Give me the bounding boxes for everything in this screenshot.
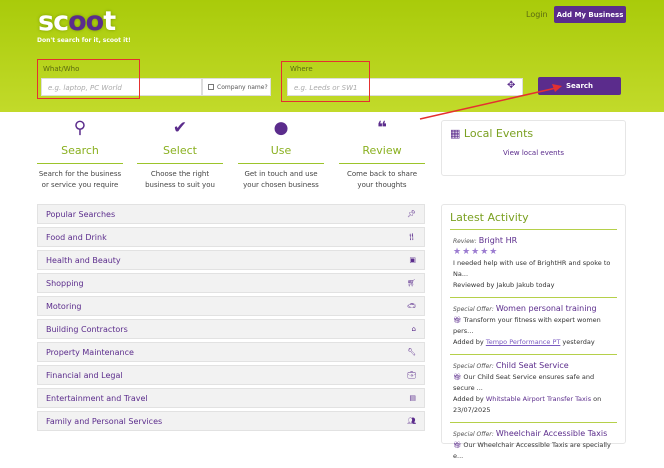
car-icon: 🚗︎ xyxy=(407,302,416,310)
category-label: Family and Personal Services xyxy=(46,416,163,426)
category-label: Financial and Legal xyxy=(46,370,123,380)
tagline: Don't search for it, scoot it! xyxy=(37,37,131,44)
activity-item: Special Offer: Wheelchair Accessible Tax… xyxy=(450,422,617,468)
where-input[interactable]: e.g. Leeds or SW1 xyxy=(287,78,523,96)
medkit-icon: ▣ xyxy=(409,256,416,264)
check-icon: ✔ xyxy=(172,118,188,138)
activity-by: Added by xyxy=(453,395,484,403)
category-label: Building Contractors xyxy=(46,324,128,334)
activity-text: Our Child Seat Service ensures safe and … xyxy=(453,373,595,392)
category-label: Food and Drink xyxy=(46,232,107,242)
company-name-label: Company name? xyxy=(217,83,268,91)
cutlery-icon: 🍴︎ xyxy=(407,233,416,241)
step-desc: Choose the right business to suit you xyxy=(145,170,215,189)
where-label: Where xyxy=(290,65,313,73)
category-food-and-drink[interactable]: Food and Drink 🍴︎ xyxy=(37,227,425,247)
category-property-maintenance[interactable]: Property Maintenance 🔧︎ xyxy=(37,342,425,362)
category-motoring[interactable]: Motoring 🚗︎ xyxy=(37,296,425,316)
category-financial-and-legal[interactable]: Financial and Legal 💼︎ xyxy=(37,365,425,385)
activity-when: on 23/07/2025 xyxy=(453,395,602,414)
activity-name[interactable]: Women personal training xyxy=(495,304,597,313)
step-title: Search xyxy=(37,144,123,164)
category-label: Shopping xyxy=(46,278,84,288)
activity-item: Special Offer: Child Seat Service 🎁︎ Our… xyxy=(450,354,617,422)
step-desc: Come back to share your thoughts xyxy=(346,170,418,189)
step-review: ❝ Review Come back to share your thought… xyxy=(339,118,425,191)
company-name-checkbox[interactable]: Company name? xyxy=(202,78,271,96)
user-icon: ● xyxy=(273,118,289,138)
gift-icon: 🎁︎ xyxy=(453,316,462,324)
calendar-icon: ▦ xyxy=(450,127,461,140)
step-select: ✔ Select Choose the right business to su… xyxy=(137,118,223,191)
login-link[interactable]: Login xyxy=(526,10,548,19)
category-label: Health and Beauty xyxy=(46,255,121,265)
add-business-button[interactable]: Add My Business xyxy=(554,6,626,23)
activity-text: Our Wheelchair Accessible Taxis are spec… xyxy=(453,441,611,460)
activity-type: Special Offer: xyxy=(453,306,494,313)
cart-icon: 🛒︎ xyxy=(407,279,416,287)
activity-name[interactable]: Bright HR xyxy=(478,236,518,245)
scoot-logo[interactable]: scoot xyxy=(38,6,116,37)
checkbox-icon[interactable] xyxy=(208,84,214,90)
local-events-title: Local Events xyxy=(463,127,534,140)
step-title: Use xyxy=(238,144,324,164)
activity-type: Review: xyxy=(453,238,477,245)
activity-name[interactable]: Child Seat Service xyxy=(495,361,569,370)
category-label: Property Maintenance xyxy=(46,347,134,357)
annotation-arrow xyxy=(419,84,562,120)
step-use: ● Use Get in touch and use your chosen b… xyxy=(238,118,324,191)
search-icon: ⚲ xyxy=(73,118,87,138)
category-building-contractors[interactable]: Building Contractors ⌂ xyxy=(37,319,425,339)
highlight-box-where xyxy=(281,61,370,102)
activity-item: Review: Bright HR ★★★★★ I needed help wi… xyxy=(450,229,617,297)
business-link[interactable]: Tempo Performance PT xyxy=(485,338,561,346)
activity-text: I needed help with use of BrightHR and s… xyxy=(453,259,611,278)
briefcase-icon: 💼︎ xyxy=(407,371,416,379)
users-icon: 👥︎ xyxy=(407,417,416,425)
category-label: Motoring xyxy=(46,301,82,311)
comments-icon: ❝ xyxy=(377,118,387,138)
category-entertainment-and-travel[interactable]: Entertainment and Travel ▤ xyxy=(37,388,425,408)
latest-activity-panel: Latest Activity Review: Bright HR ★★★★★ … xyxy=(441,204,626,460)
what-input[interactable]: e.g. laptop, PC World xyxy=(41,78,202,96)
highlight-box-what xyxy=(37,59,140,99)
suitcase-icon: ▤ xyxy=(409,394,416,402)
gift-icon: 🎁︎ xyxy=(453,441,462,449)
search-button[interactable]: Search xyxy=(538,77,621,95)
view-local-events-link[interactable]: View local events xyxy=(503,149,564,157)
activity-by: Reviewed by Jakub Jakub today xyxy=(453,281,555,289)
step-desc: Search for the business or service you r… xyxy=(38,170,122,189)
activity-when: yesterday xyxy=(562,338,595,346)
step-desc: Get in touch and use your chosen busines… xyxy=(243,170,319,189)
what-label: What/Who xyxy=(43,65,80,73)
step-title: Review xyxy=(339,144,425,164)
category-health-and-beauty[interactable]: Health and Beauty ▣ xyxy=(37,250,425,270)
home-icon: ⌂ xyxy=(411,325,416,333)
activity-type: Special Offer: xyxy=(453,431,494,438)
gift-icon: 🎁︎ xyxy=(453,373,462,381)
local-events-panel: ▦ Local Events View local events xyxy=(441,120,626,176)
activity-type: Special Offer: xyxy=(453,363,494,370)
category-family-and-personal-services[interactable]: Family and Personal Services 👥︎ xyxy=(37,411,425,431)
category-label: Entertainment and Travel xyxy=(46,393,148,403)
category-label: Popular Searches xyxy=(46,209,116,219)
step-title: Select xyxy=(137,144,223,164)
star-rating: ★★★★★ xyxy=(453,247,499,257)
wrench-icon: 🔧︎ xyxy=(407,348,416,356)
business-link[interactable]: Whitstable Airport Transfer Taxis xyxy=(485,395,592,403)
locate-icon[interactable]: ✥ xyxy=(507,80,516,91)
pin-icon: 📌︎ xyxy=(407,210,416,218)
activity-item: Special Offer: Women personal training 🎁… xyxy=(450,297,617,354)
activity-text: Transform your fitness with expert women… xyxy=(453,316,601,335)
step-search: ⚲ Search Search for the business or serv… xyxy=(37,118,123,191)
category-popular-searches[interactable]: Popular Searches 📌︎ xyxy=(37,204,425,224)
latest-activity-title: Latest Activity xyxy=(450,211,529,224)
activity-name[interactable]: Wheelchair Accessible Taxis xyxy=(495,429,608,438)
header: scoot Don't search for it, scoot it! Log… xyxy=(0,0,664,112)
activity-by: Added by xyxy=(453,338,484,346)
category-shopping[interactable]: Shopping 🛒︎ xyxy=(37,273,425,293)
